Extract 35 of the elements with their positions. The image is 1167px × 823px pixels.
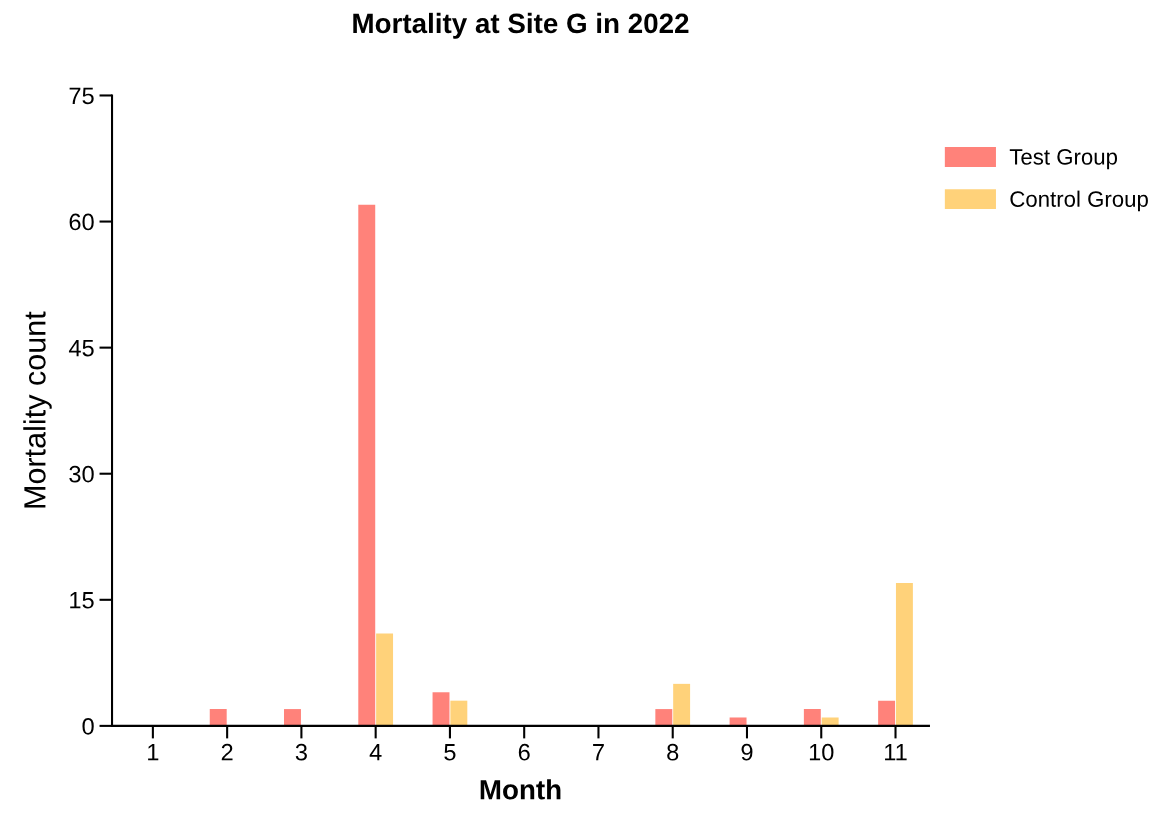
legend-label: Test Group	[1009, 149, 1118, 170]
bar	[450, 700, 468, 726]
y-tick-label: 45	[68, 339, 94, 357]
legend-label: Control Group	[1010, 190, 1148, 212]
bar	[803, 709, 821, 726]
y-tick-label: 60	[69, 213, 94, 231]
bar	[729, 717, 747, 726]
x-tick-label: 7	[593, 744, 604, 761]
x-tick-label: 11	[885, 744, 907, 761]
bar	[878, 700, 896, 726]
bar	[895, 582, 913, 726]
x-tick-label: 5	[444, 744, 456, 761]
y-tick-label: 0	[82, 717, 94, 735]
bar	[821, 717, 839, 726]
bar	[432, 692, 450, 726]
y-tick-label: 30	[69, 465, 94, 483]
bar	[358, 204, 376, 726]
x-tick-label: 2	[221, 743, 233, 761]
x-tick-label: 4	[369, 744, 382, 761]
x-tick-label: 1	[148, 744, 159, 761]
x-tick-label: 9	[741, 743, 753, 761]
chart-title: Mortality at Site G in 2022	[353, 12, 689, 39]
bar	[673, 683, 691, 726]
x-axis-title: Month	[480, 779, 561, 800]
y-tick-label: 75	[69, 87, 94, 105]
bar	[284, 709, 301, 726]
y-tick-label: 15	[70, 592, 94, 609]
bar	[376, 633, 394, 726]
x-tick-label: 10	[809, 743, 834, 761]
x-tick-label: 6	[518, 743, 530, 761]
y-axis-title: Mortality count	[23, 311, 52, 508]
bar	[655, 709, 673, 726]
bar	[209, 709, 227, 726]
x-tick-label: 3	[295, 743, 307, 761]
x-tick-label: 8	[667, 743, 679, 761]
